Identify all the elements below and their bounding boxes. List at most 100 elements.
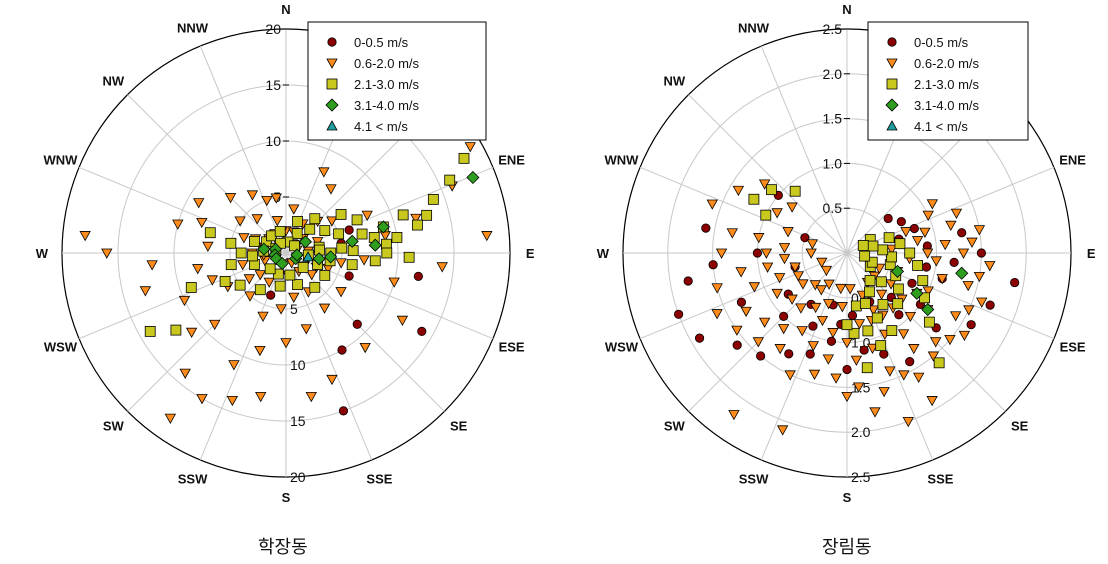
data-point-moderate [351,214,363,226]
data-point-moderate [309,281,321,293]
radial-tick-label: 10 [265,133,281,149]
data-point-light [410,213,422,225]
data-point-light [809,302,822,314]
data-point-light [919,227,931,238]
legend-box [307,21,487,141]
direction-label: SE [1011,419,1029,434]
data-point-light [869,407,881,418]
data-point-light [815,285,827,296]
data-point-moderate [917,275,929,286]
data-point-fresh [376,220,390,234]
data-point-moderate [864,286,875,298]
data-point-light [958,330,971,342]
direction-label: WSW [605,339,639,354]
direction-label: E [1087,246,1096,261]
data-point-light [771,288,783,300]
direction-label: NW [103,73,125,88]
data-point-light [822,299,835,310]
legend-marker-strong [326,120,338,131]
data-point-light [275,304,287,315]
data-point-light [973,271,986,283]
direction-label: NNW [177,20,209,35]
data-point-light [748,282,761,293]
data-point-calm [337,345,347,355]
data-point-light [254,270,266,281]
data-point-calm [847,310,858,321]
data-point-calm [344,225,354,235]
data-point-moderate [871,312,883,324]
data-point-light [752,337,764,348]
legend-label: 4.1 < m/s [914,119,968,134]
data-point-light [771,208,783,219]
data-point-light [305,391,317,403]
data-point-light [172,219,184,230]
data-point-calm [784,349,794,359]
legend-label: 2.1-3.0 m/s [354,77,420,92]
data-point-fresh [312,252,326,266]
data-point-calm [266,290,276,300]
data-point-light [270,193,282,204]
data-point-light [358,255,370,266]
legend-label: 0-0.5 m/s [354,35,409,50]
data-point-calm [417,326,427,336]
data-point-calm [907,278,917,288]
grid-spoke [760,45,848,254]
direction-label: SSE [366,472,392,487]
radial-tick-label: 10 [290,357,306,373]
data-point-moderate [894,238,906,250]
radial-tick-label: 2.5 [823,21,843,37]
data-point-calm [976,248,987,258]
data-point-moderate [144,325,156,337]
data-point-moderate [848,327,860,339]
data-point-light [823,279,835,290]
data-point-calm [344,271,354,281]
data-point-calm [826,336,837,346]
data-point-light [939,240,951,251]
data-point-light [234,216,246,227]
legend-label: 0.6-2.0 m/s [914,56,980,71]
data-point-light [885,244,898,255]
data-point-light [773,273,786,284]
data-point-moderate [892,298,904,310]
radial-tick-label: 2.0 [851,424,871,440]
data-point-light [962,281,974,292]
data-point-light [706,199,718,210]
data-point-light [808,369,821,380]
data-point-moderate [381,247,393,259]
data-point-moderate [886,325,898,336]
data-point-light [728,410,740,421]
data-point-light [206,275,219,286]
legend-marker-calm [887,37,897,47]
data-point-calm [338,406,349,416]
data-point-light [288,204,300,215]
data-point-light [936,274,948,285]
data-point-moderate [336,242,348,254]
data-point-moderate [264,263,276,275]
data-point-fresh [910,286,924,300]
data-point-light [784,370,796,381]
data-point-light [926,396,938,407]
data-point-light [731,325,743,336]
data-point-light [251,214,263,225]
data-point-calm [736,297,747,307]
data-point-light [844,284,856,295]
data-point-calm [805,349,815,359]
data-point-moderate [789,185,801,197]
data-point-light [841,391,853,403]
data-point-light [778,254,791,265]
grid-spoke [199,45,287,254]
data-point-moderate [397,209,409,221]
data-point-light [288,292,300,303]
direction-label: ESE [1060,339,1086,354]
data-point-light [796,326,808,337]
direction-label: SSE [927,472,953,487]
data-point-moderate [859,298,871,309]
data-point-fresh [890,264,905,278]
data-point-calm [779,311,789,321]
data-point-light [185,327,198,339]
data-point-calm [842,364,852,375]
data-point-calm [859,345,869,355]
data-point-light [786,202,798,213]
data-point-light [325,184,337,195]
data-point-light [835,283,847,295]
